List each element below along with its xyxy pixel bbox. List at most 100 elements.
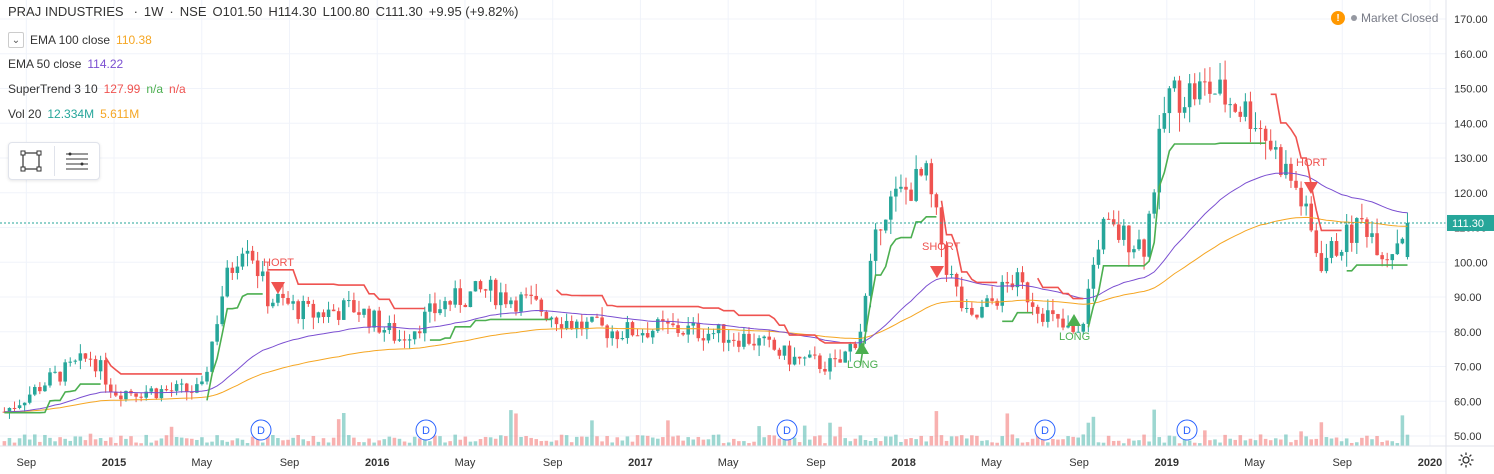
volume-bar (412, 436, 417, 446)
market-status[interactable]: ! Market Closed (1331, 11, 1438, 25)
volume-bar (387, 436, 392, 446)
candle-body (574, 321, 579, 330)
volume-bar (666, 420, 670, 446)
volume-bar (134, 442, 138, 446)
candle-body (205, 371, 209, 382)
candle-body (686, 325, 690, 335)
indicator-ema100[interactable]: ⌄ EMA 100 close 110.38 (8, 32, 158, 48)
volume-bar (1223, 434, 1227, 446)
candle-body (377, 310, 381, 333)
volume-bar (367, 438, 371, 446)
candle-body (159, 389, 164, 399)
supertrend-down-segment (267, 269, 425, 310)
price-tick-label: 70.00 (1454, 362, 1482, 374)
volume-bar (1344, 438, 1349, 446)
candle-body (1279, 147, 1283, 176)
candle-body (838, 359, 842, 363)
candle-body (807, 354, 812, 358)
volume-bar (569, 442, 574, 446)
candle-body (1046, 310, 1050, 322)
list-icon[interactable] (54, 143, 99, 179)
rectangle-icon[interactable] (9, 143, 54, 179)
price-tick-label: 90.00 (1454, 292, 1482, 304)
candle-body (1339, 252, 1344, 256)
candle-body (1233, 104, 1238, 112)
warning-icon[interactable]: ! (1331, 11, 1345, 25)
candle-body (843, 351, 847, 363)
volume-bar (853, 438, 858, 446)
volume-bar (1071, 436, 1075, 446)
candle-body (321, 312, 326, 318)
candle-body (347, 300, 351, 302)
volume-bar (504, 436, 508, 446)
candle-body (792, 356, 797, 365)
candle-body (585, 321, 589, 330)
candle-body (124, 390, 128, 400)
volume-bar (1157, 437, 1162, 446)
interval-label[interactable]: 1W (143, 4, 164, 19)
candle-body (306, 300, 311, 304)
volume-bar (585, 436, 589, 446)
candle-body (473, 281, 478, 292)
chevron-down-icon[interactable]: ⌄ (8, 32, 24, 48)
price-tick-label: 130.00 (1454, 153, 1488, 165)
candle-body (1020, 272, 1025, 283)
candle-body (554, 317, 559, 325)
candle-body (1198, 81, 1202, 100)
volume-bar (417, 438, 422, 446)
volume-bar (377, 440, 381, 446)
volume-bar (807, 439, 812, 446)
volume-bar (1349, 442, 1354, 446)
short-label: SHORT (922, 241, 961, 253)
candle-body (1218, 79, 1222, 94)
candle-body (848, 343, 853, 352)
volume-bar (595, 436, 599, 446)
settings-icon[interactable] (1457, 451, 1475, 469)
volume-bar (1294, 439, 1298, 446)
candle-body (250, 250, 255, 261)
symbol-name[interactable]: PRAJ INDUSTRIES (8, 4, 124, 19)
candle-body (899, 186, 903, 189)
volume-bar (1086, 422, 1091, 446)
candle-body (336, 311, 341, 320)
volume-bar (195, 439, 199, 446)
candle-body (402, 339, 407, 341)
candle-body (1405, 222, 1410, 258)
volume-bar (235, 438, 240, 446)
candle-body (787, 345, 792, 365)
candle-body (671, 323, 675, 326)
candle-body (1344, 224, 1349, 253)
candle-body (1390, 254, 1395, 261)
volume-bar (1020, 442, 1025, 446)
candle-body (1304, 203, 1308, 207)
volume-bar (1147, 441, 1151, 446)
volume-bar (772, 435, 777, 446)
short-label: HORT (263, 257, 294, 269)
candle-body (1380, 255, 1384, 260)
candle-body (493, 279, 498, 306)
volume-bar (1304, 436, 1308, 446)
candle-body (2, 411, 7, 413)
candle-body (868, 260, 873, 296)
candle-body (260, 271, 265, 277)
dividend-label: D (1183, 425, 1191, 437)
volume-bar (975, 435, 979, 446)
volume-bar (833, 436, 837, 446)
price-tick-label: 100.00 (1454, 257, 1488, 269)
volume-bar (650, 437, 655, 446)
candle-body (985, 298, 989, 307)
candle-body (1263, 128, 1268, 141)
candle-body (1177, 80, 1182, 113)
volume-bar (33, 434, 37, 446)
volume-bar (889, 436, 893, 446)
candle-body (453, 288, 457, 305)
dividend-marker (1034, 419, 1056, 441)
candle-body (352, 300, 356, 313)
long-arrow (1067, 314, 1081, 326)
indicator-supertrend[interactable]: SuperTrend 3 10 127.99 n/a n/a (8, 82, 192, 96)
volume-bar (1309, 439, 1313, 446)
indicator-ema50[interactable]: EMA 50 close 114.22 (8, 57, 129, 71)
indicator-volume[interactable]: Vol 20 12.334M 5.611M (8, 107, 145, 121)
dividend-marker (776, 419, 798, 441)
